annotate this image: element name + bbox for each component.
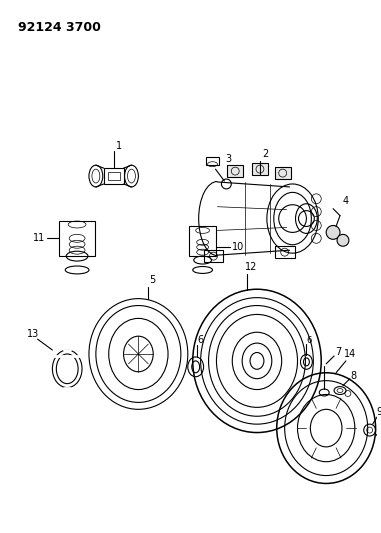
Text: 5: 5 xyxy=(149,275,155,285)
Text: 7: 7 xyxy=(335,347,341,357)
Text: 3: 3 xyxy=(225,154,231,164)
Text: 1: 1 xyxy=(115,141,122,151)
Bar xyxy=(252,163,268,175)
Text: 8: 8 xyxy=(351,371,357,381)
Circle shape xyxy=(337,235,349,246)
Text: 4: 4 xyxy=(343,196,349,206)
Bar xyxy=(275,246,295,258)
Bar xyxy=(189,227,216,256)
Text: 10: 10 xyxy=(232,242,244,252)
Bar xyxy=(59,221,95,256)
Circle shape xyxy=(326,225,340,239)
Text: 13: 13 xyxy=(27,329,39,339)
Text: 6: 6 xyxy=(198,335,204,345)
Text: 11: 11 xyxy=(34,233,46,244)
Text: 2: 2 xyxy=(262,149,268,159)
Text: 14: 14 xyxy=(344,349,356,359)
Text: 6: 6 xyxy=(307,336,312,345)
Text: 9: 9 xyxy=(376,407,381,417)
Bar xyxy=(206,157,219,165)
Bar xyxy=(108,172,120,180)
Text: 12: 12 xyxy=(245,262,257,272)
Bar xyxy=(227,165,243,177)
Bar xyxy=(203,250,223,262)
Bar xyxy=(104,168,123,184)
Bar xyxy=(275,167,291,179)
Text: 92124 3700: 92124 3700 xyxy=(18,21,101,34)
